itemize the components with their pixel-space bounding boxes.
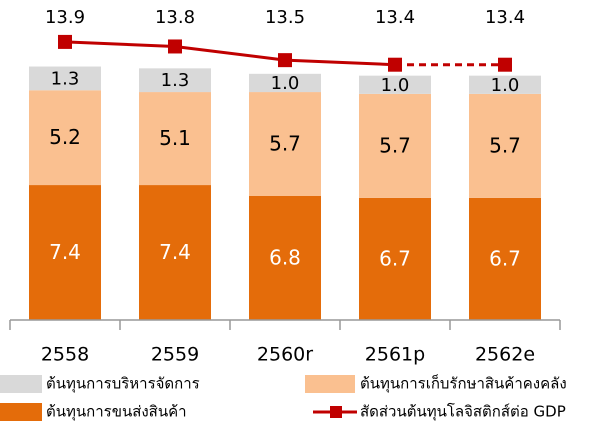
- bar-segment: [139, 68, 211, 93]
- bar-segment: [29, 66, 101, 91]
- line-label: 13.4: [485, 7, 525, 28]
- x-tick-label: 2560r: [257, 344, 313, 366]
- bar-segment: [249, 73, 321, 93]
- data-label: 5.7: [269, 132, 301, 156]
- line-marker: [168, 39, 182, 54]
- data-label: 5.7: [489, 133, 521, 157]
- line-marker: [278, 53, 292, 68]
- legend-swatch: [305, 375, 355, 393]
- legend-label: ต้นทุนการขนส่งสินค้า: [46, 403, 187, 422]
- line-segment: [284, 58, 396, 67]
- line-marker: [58, 34, 72, 49]
- bar-segment: [469, 93, 541, 198]
- legend-label: ต้นทุนการบริหารจัดการ: [46, 375, 200, 394]
- data-label: 7.4: [49, 240, 81, 264]
- line-label: 13.8: [155, 7, 195, 28]
- data-label: 1.0: [491, 75, 520, 96]
- legend-swatch: [0, 375, 42, 393]
- bar-segment: [29, 185, 101, 320]
- data-label: 1.3: [161, 70, 190, 91]
- bar-segment: [469, 75, 541, 94]
- legend-swatch: [0, 403, 42, 421]
- bar-segment: [249, 92, 321, 196]
- x-tick-label: 2558: [41, 344, 89, 366]
- bar-segment: [469, 197, 541, 320]
- x-tick-label: 2559: [151, 344, 199, 366]
- bar-segment: [139, 92, 211, 186]
- legend-label: ต้นทุนการเก็บรักษาสินค้าคงคลัง: [360, 374, 567, 394]
- legend-marker: [330, 406, 342, 418]
- data-label: 6.7: [379, 246, 411, 270]
- data-label: 5.1: [159, 126, 191, 150]
- x-tick-label: 2561p: [365, 344, 425, 366]
- bar-segment: [29, 90, 101, 186]
- data-label: 1.0: [381, 75, 410, 96]
- data-label: 1.3: [51, 68, 80, 89]
- data-label: 5.2: [49, 125, 81, 149]
- line-marker: [498, 57, 512, 72]
- bar-segment: [139, 185, 211, 320]
- line-segment: [64, 40, 176, 48]
- data-label: 1.0: [271, 73, 300, 94]
- line-marker: [388, 57, 402, 72]
- line-label: 13.5: [265, 7, 305, 28]
- bar-segment: [359, 197, 431, 320]
- data-label: 6.7: [489, 246, 521, 270]
- data-label: 6.8: [269, 246, 301, 270]
- data-label: 7.4: [159, 240, 191, 264]
- legend-label: สัดส่วนต้นทุนโลจิสติกส์ต่อ GDP: [360, 403, 566, 422]
- line-segment: [174, 44, 286, 62]
- bar-segment: [359, 75, 431, 94]
- line-label: 13.4: [375, 7, 415, 28]
- x-tick-label: 2562e: [475, 344, 535, 366]
- bar-segment: [359, 93, 431, 198]
- bar-segment: [249, 196, 321, 320]
- data-label: 5.7: [379, 133, 411, 157]
- line-label: 13.9: [45, 7, 85, 28]
